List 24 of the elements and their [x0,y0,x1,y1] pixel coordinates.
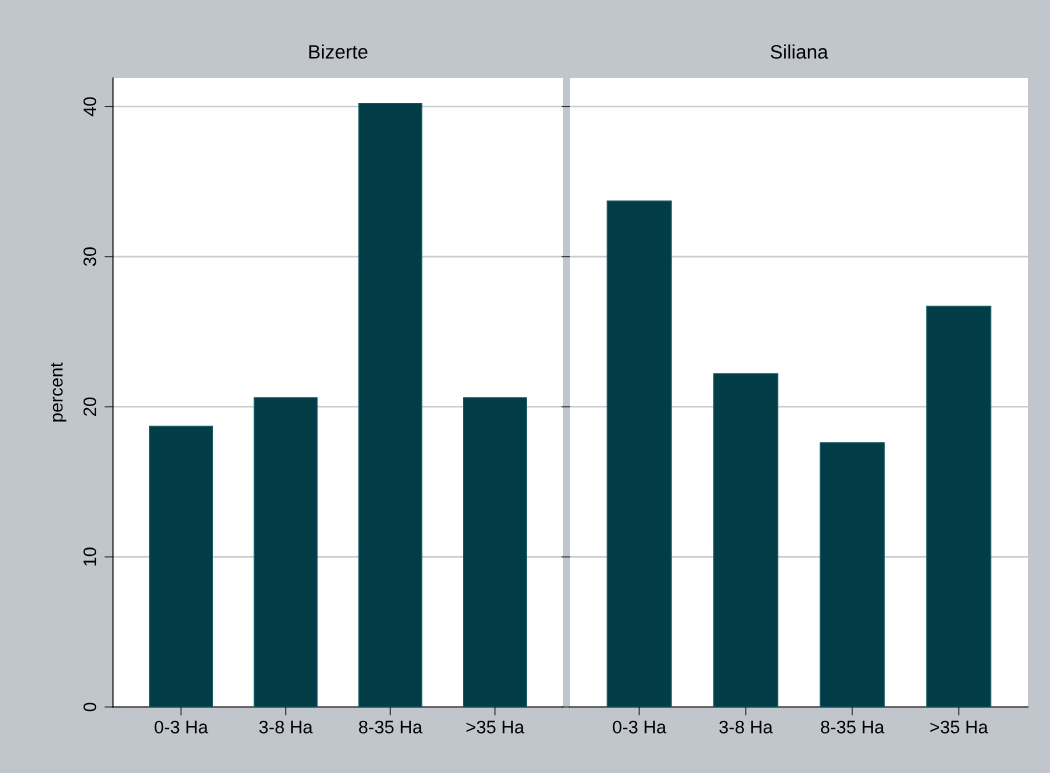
y-tick-label: 40 [83,97,97,117]
bar [149,425,213,707]
x-tick-label: 3-8 Ha [259,720,313,734]
x-tick-label: 8-35 Ha [820,720,885,734]
bar [926,305,992,707]
x-tick-label: 0-3 Ha [154,720,209,734]
y-tick-label: 30 [83,247,97,266]
x-tick-label: >35 Ha [930,720,989,734]
y-axis-title: percent [50,362,67,422]
bar [358,102,423,707]
chart-title: Bizerte [309,44,368,59]
bar [606,200,672,707]
x-tick-label: >35 Ha [466,720,525,734]
bar [463,397,527,707]
y-tick-label: 10 [83,547,97,566]
y-tick-label: 0 [83,702,97,712]
x-tick-label: 0-3 Ha [612,720,667,734]
x-tick-label: 8-35 Ha [358,720,423,734]
bar [819,442,885,707]
bar [253,397,318,707]
bar [713,373,779,707]
x-tick-label: 3-8 Ha [719,720,773,734]
chart-title: Siliana [770,44,829,59]
y-tick-label: 20 [83,397,97,416]
